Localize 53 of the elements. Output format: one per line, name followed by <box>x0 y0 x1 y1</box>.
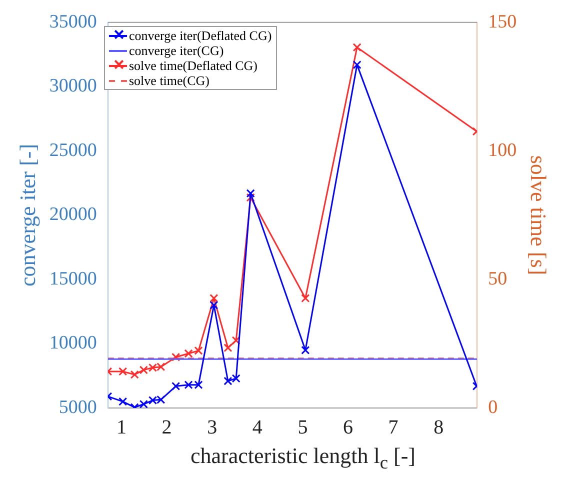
x-axis-title: characteristic length l$_{c}$ [-] <box>190 443 416 474</box>
y2-tick-label: 50 <box>488 268 508 290</box>
point <box>301 346 310 354</box>
y-axis-title: converge iter [-] <box>14 144 40 286</box>
y-tick-label: 15000 <box>49 268 97 290</box>
legend-label: solve time(CG) <box>129 73 210 88</box>
point <box>232 374 240 383</box>
point <box>194 346 203 355</box>
point <box>118 397 128 406</box>
y-tick-label: 25000 <box>49 140 97 161</box>
point <box>224 376 232 386</box>
point <box>352 43 362 52</box>
x-tick-label: 1 <box>116 416 126 438</box>
point <box>139 366 148 374</box>
point <box>184 380 193 390</box>
x-tick-label: 5 <box>298 416 308 438</box>
point <box>118 367 128 376</box>
legend-label: converge iter(Deflated CG) <box>129 28 272 43</box>
legend-label: converge iter(CG) <box>129 43 224 58</box>
x-tick-label: 7 <box>388 416 398 438</box>
point <box>172 382 180 390</box>
point <box>301 294 310 303</box>
y-tick-label: 5000 <box>58 396 97 418</box>
point <box>156 395 166 404</box>
x-tick-label: 8 <box>434 416 444 438</box>
point <box>148 396 158 405</box>
y2-tick-label: 0 <box>488 396 498 418</box>
point <box>246 189 255 198</box>
point <box>352 60 362 70</box>
legend-label: solve time(Deflated CG) <box>129 58 258 73</box>
y-tick-label: 10000 <box>49 332 97 354</box>
y-tick-label: 20000 <box>49 204 97 226</box>
y2-axis-title: solve time [s] <box>526 155 552 276</box>
point <box>224 344 232 352</box>
point <box>184 349 193 358</box>
point <box>232 336 240 345</box>
point <box>210 300 218 310</box>
point <box>194 380 203 390</box>
y2-tick-label: 150 <box>488 11 517 32</box>
y-tick-label: 35000 <box>49 11 97 32</box>
point <box>156 362 166 372</box>
x-tick-label: 3 <box>207 416 218 438</box>
y2-tick-label: 100 <box>488 140 517 161</box>
point <box>246 193 255 202</box>
x-tick-label: 6 <box>342 416 353 438</box>
point <box>172 352 180 362</box>
point <box>130 370 139 379</box>
point <box>148 363 158 372</box>
point <box>139 400 148 408</box>
x-tick-label: 4 <box>252 416 262 438</box>
x-tick-label: 2 <box>162 416 172 438</box>
y-tick-label: 30000 <box>49 76 97 97</box>
point <box>210 294 218 303</box>
